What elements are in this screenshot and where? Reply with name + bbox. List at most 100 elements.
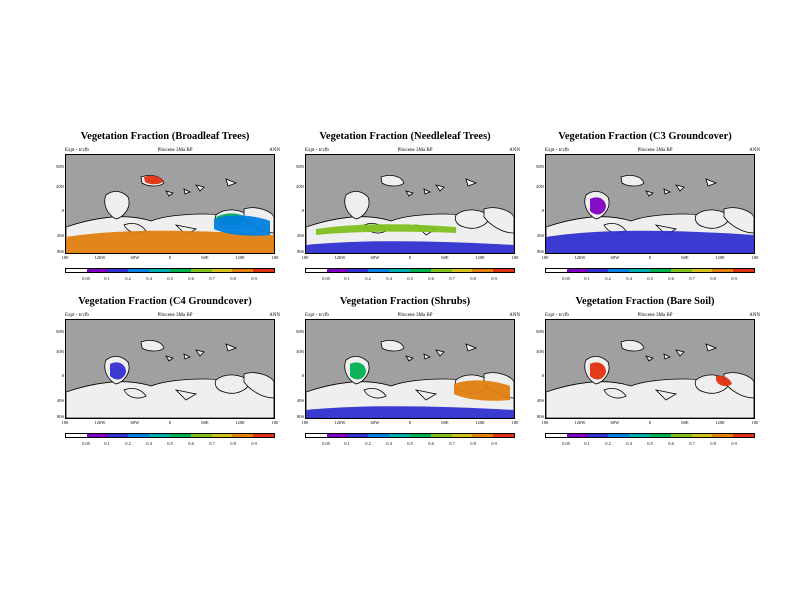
colorbar-segment [493, 434, 514, 437]
colorbar-label: 0.9 [251, 441, 257, 446]
panel-experiment: Expt - tcvfb [65, 313, 89, 318]
landmass [723, 372, 754, 399]
colorbar [305, 268, 515, 273]
colorbar-label: 0.6 [428, 276, 434, 281]
colorbar-segment [190, 434, 212, 437]
y-tick-label: 40N [296, 184, 304, 189]
y-tick-label: 40N [56, 184, 64, 189]
landmass [654, 389, 678, 401]
colorbar-label: 0.4 [386, 276, 392, 281]
colorbar [545, 433, 755, 438]
landmass [225, 343, 238, 352]
panel-period: Pliocene 3Ma BP [637, 313, 673, 318]
x-tick-label: 60W [130, 255, 140, 260]
colorbar-segment [306, 269, 327, 272]
colorbar-segment [587, 269, 609, 272]
colorbar-segment [211, 269, 233, 272]
colorbar-segment [629, 269, 650, 272]
x-tick-label: 180 [61, 420, 69, 425]
x-tick-label: 180 [541, 255, 549, 260]
y-tick-label: 40S [56, 233, 64, 238]
landmass [454, 209, 491, 229]
y-tick-label: 0 [301, 373, 304, 378]
y-tick-label: 40S [296, 233, 304, 238]
field-africa [110, 362, 126, 380]
colorbar-label: 0.4 [146, 276, 152, 281]
colorbar-segment [149, 269, 170, 272]
colorbar-segment [566, 434, 588, 437]
colorbar-label: 0.4 [626, 441, 632, 446]
panel-title: Vegetation Fraction (Broadleaf Trees) [80, 131, 250, 142]
landmass [645, 190, 654, 197]
x-tick-label: 0 [648, 420, 652, 425]
landmass [174, 389, 198, 401]
colorbar-label: 0.1 [104, 276, 110, 281]
colorbar-label: 0.8 [470, 276, 476, 281]
x-tick-label: 120W [94, 420, 106, 425]
colorbar-segment [232, 269, 254, 272]
y-tick-label: 40S [296, 398, 304, 403]
field-australasia [214, 215, 270, 236]
colorbar-segment [86, 269, 108, 272]
map-frame [65, 154, 275, 254]
y-tick-label: 0 [301, 208, 304, 213]
colorbar-label: 0.9 [731, 276, 737, 281]
colorbar-label: 0.7 [449, 441, 455, 446]
y-tick-label: 80S [56, 414, 64, 419]
x-tick-label: 0 [168, 420, 172, 425]
field-africa [350, 362, 366, 380]
y-tick-label: 80S [296, 414, 304, 419]
x-tick-label: 60E [441, 255, 449, 260]
colorbar-segment [368, 434, 390, 437]
colorbar-label: 0.8 [710, 276, 716, 281]
colorbar-label: 0.6 [188, 276, 194, 281]
field-africa [590, 197, 606, 215]
colorbar-label: 0.5 [407, 276, 413, 281]
panel-title: Vegetation Fraction (C3 Groundcover) [558, 131, 732, 142]
map-panel-needleleaf: Vegetation Fraction (Needleleaf Trees) Ex… [285, 131, 525, 291]
colorbar-label: 0.7 [209, 441, 215, 446]
map-frame [65, 319, 275, 419]
colorbar-segment [712, 434, 734, 437]
map-frame [545, 154, 755, 254]
landmass [405, 355, 414, 362]
colorbar-segment [451, 434, 473, 437]
colorbar-label: 0.9 [731, 441, 737, 446]
colorbar-segment [712, 269, 734, 272]
landmass [195, 349, 205, 357]
colorbar-segment [733, 269, 754, 272]
colorbar-segment [472, 434, 494, 437]
colorbar-segment [608, 434, 630, 437]
colorbar-label: 0.2 [365, 276, 371, 281]
field-south-band [306, 406, 514, 418]
landmass [414, 389, 438, 401]
landmass [603, 388, 627, 399]
colorbar-label: 0.05 [82, 441, 90, 446]
panel-experiment: Expt - tcvfb [545, 148, 569, 153]
colorbar-segment [368, 269, 390, 272]
landmass [435, 184, 445, 192]
landmass [405, 190, 414, 197]
landmass [675, 349, 685, 357]
colorbar-segment [409, 269, 431, 272]
colorbar-segment [546, 434, 567, 437]
colorbar-label: 0.7 [449, 276, 455, 281]
colorbar-segment [389, 269, 410, 272]
colorbar-segment [670, 434, 692, 437]
colorbar-segment [629, 434, 650, 437]
colorbar-label: 0.5 [647, 276, 653, 281]
landmass [104, 191, 130, 220]
colorbar-label: 0.6 [668, 276, 674, 281]
landmass [380, 340, 405, 352]
landmass [620, 340, 645, 352]
y-tick-label: 0 [541, 208, 544, 213]
x-tick-label: 120W [334, 255, 346, 260]
colorbar-label: 0.1 [584, 276, 590, 281]
x-tick-label: 120W [574, 255, 586, 260]
colorbar-segment [389, 434, 410, 437]
colorbar-segment [430, 434, 452, 437]
y-tick-label: 0 [61, 208, 64, 213]
x-tick-label: 180 [271, 420, 279, 425]
colorbar [545, 268, 755, 273]
